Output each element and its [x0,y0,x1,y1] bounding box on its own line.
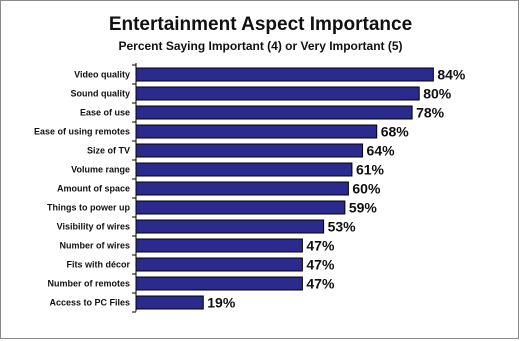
value-label: 53% [328,219,357,235]
bar [135,295,204,310]
bar [135,162,353,177]
bar [135,86,420,101]
labels-layer: Video quality 84% Sound quality 80% Ease of … [34,67,466,311]
bar [135,238,303,253]
category-label: Size of TV [87,146,130,156]
category-label: Things to power up [47,203,130,213]
value-label: 78% [416,105,445,121]
value-label: 19% [207,295,236,311]
category-label: Video quality [74,70,130,80]
bar [135,105,413,120]
value-label: 47% [306,238,335,254]
value-label: 59% [349,200,378,216]
bar [135,257,303,272]
value-label: 80% [423,86,452,102]
bar [135,276,303,291]
bar [135,67,434,82]
value-label: 64% [367,143,396,159]
value-label: 68% [381,124,410,140]
category-label: Ease of use [80,108,130,118]
category-label: Amount of space [57,184,130,194]
axis-layer [132,63,137,313]
bar [135,143,364,158]
chart-subtitle: Percent Saying Important (4) or Very Imp… [118,39,403,53]
value-label: 84% [437,67,466,83]
bars-layer [135,67,434,310]
category-label: Visibility of wires [57,222,130,232]
category-label: Ease of using remotes [34,127,130,137]
category-label: Sound quality [71,89,131,99]
value-label: 47% [306,257,335,273]
category-label: Number of remotes [47,279,130,289]
chart-title: Entertainment Aspect Importance [108,14,413,35]
value-label: 47% [306,276,335,292]
category-label: Volume range [71,165,130,175]
category-label: Fits with décor [66,260,130,270]
category-label: Access to PC Files [49,298,130,308]
bar [135,124,378,139]
value-label: 61% [356,162,385,178]
value-label: 60% [352,181,381,197]
bar [135,200,346,215]
bar [135,181,349,196]
bar [135,219,325,234]
category-label: Number of wires [59,241,130,251]
